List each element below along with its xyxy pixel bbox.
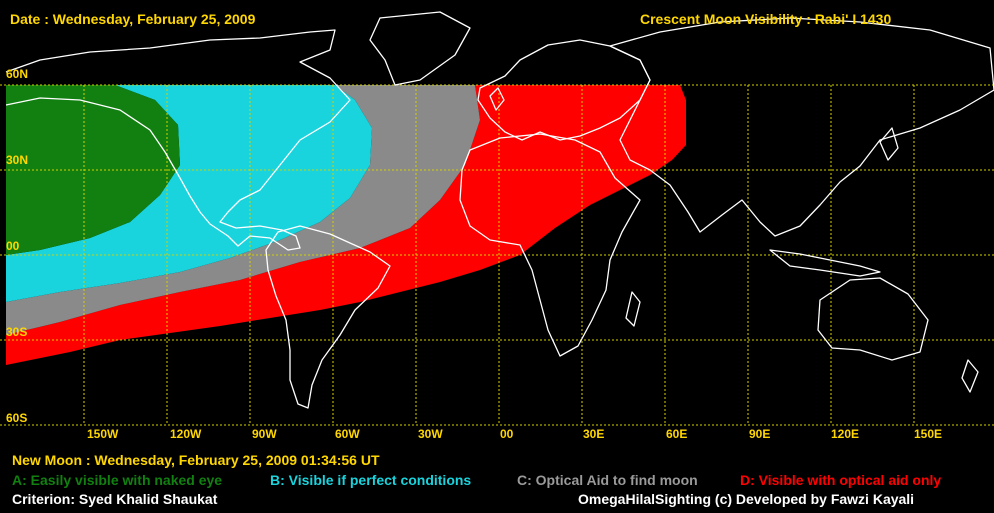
date-label: Date : Wednesday, February 25, 2009 xyxy=(10,11,256,27)
zone-d-region xyxy=(6,85,686,365)
credit-label: OmegaHilalSighting (c) Developed by Fawz… xyxy=(578,491,915,507)
lon-label-60e: 60E xyxy=(666,427,688,441)
criterion-label: Criterion: Syed Khalid Shaukat xyxy=(12,491,218,507)
lat-label-30n: 30N xyxy=(6,153,29,167)
legend-zone-d: D: Visible with optical aid only xyxy=(740,472,942,488)
lon-label-90e: 90E xyxy=(749,427,771,441)
lon-label-90w: 90W xyxy=(252,427,277,441)
continent-outlines xyxy=(5,11,994,409)
lon-label-30w: 30W xyxy=(418,427,443,441)
lon-label-60w: 60W xyxy=(335,427,360,441)
lon-label-150e: 150E xyxy=(914,427,943,441)
lon-label-00: 00 xyxy=(500,427,514,441)
lat-label-60n: 60N xyxy=(6,67,29,81)
lat-label-00: 00 xyxy=(6,239,20,253)
lat-label-60s: 60S xyxy=(6,411,28,425)
lon-label-150w: 150W xyxy=(87,427,119,441)
lat-label-30s: 30S xyxy=(6,325,28,339)
legend-zone-b: B: Visible if perfect conditions xyxy=(270,472,472,488)
lon-label-120w: 120W xyxy=(170,427,202,441)
zone-c-region xyxy=(6,85,480,335)
map-title: Crescent Moon Visibility : Rabi' I 1430 xyxy=(640,11,892,27)
new-moon-time: New Moon : Wednesday, February 25, 2009 … xyxy=(12,452,380,468)
lat-lon-grid xyxy=(0,84,994,426)
legend-zone-c: C: Optical Aid to find moon xyxy=(517,472,698,488)
lon-label-30e: 30E xyxy=(583,427,605,441)
legend-zone-a: A: Easily visible with naked eye xyxy=(12,472,223,488)
lon-label-120e: 120E xyxy=(831,427,860,441)
